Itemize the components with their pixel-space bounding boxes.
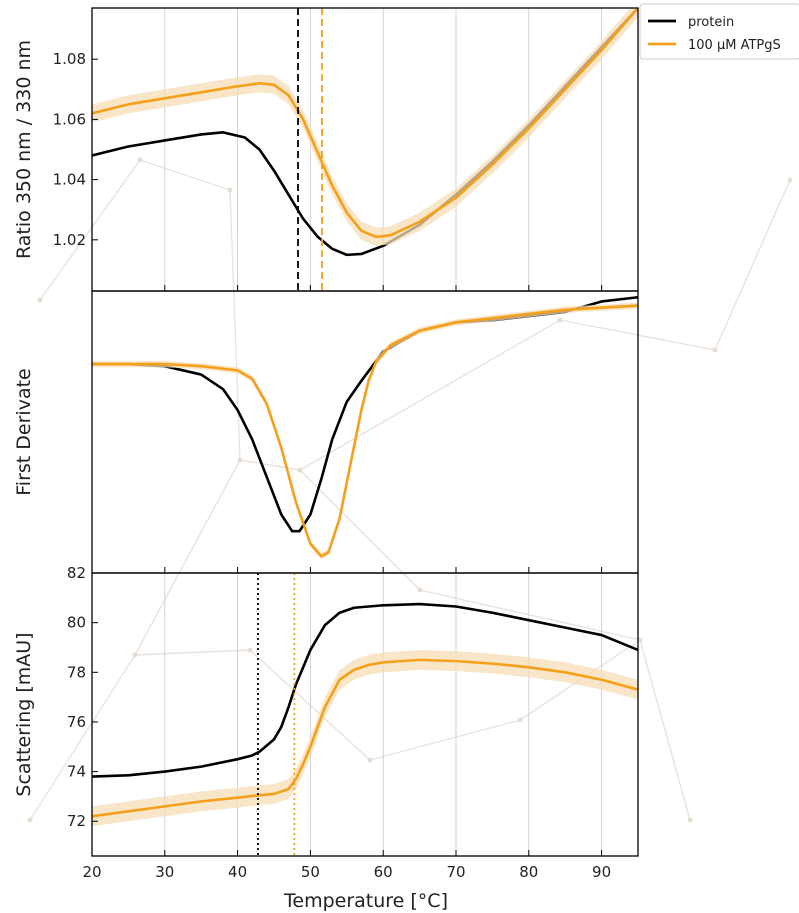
y-tick-label: 82 xyxy=(67,564,86,582)
y-tick-label: 80 xyxy=(67,614,86,632)
y-tick-label: 72 xyxy=(67,812,86,830)
confidence-band-atpgs xyxy=(92,302,638,560)
confidence-band-atpgs xyxy=(92,649,638,827)
legend-label: 100 µM ATPgS xyxy=(688,38,781,53)
y-tick-label: 1.06 xyxy=(53,110,86,128)
confidence-band-atpgs xyxy=(92,8,638,246)
x-tick-label: 30 xyxy=(155,863,174,881)
legend: protein 100 µM ATPgS xyxy=(639,3,799,60)
panel-scattering: 72 74 76 78 80 82 20 30 40 50 60 70 80 90 Scattering [… xyxy=(13,564,639,881)
x-tick-label: 80 xyxy=(519,863,538,881)
x-tick-label: 50 xyxy=(301,863,320,881)
x-axis-label: Temperature [°C] xyxy=(283,890,448,912)
y-tick-label: 1.08 xyxy=(53,50,86,68)
axes-frame xyxy=(91,7,639,292)
series-line-atpgs xyxy=(92,8,638,239)
series-line-protein xyxy=(92,295,638,533)
series-line-protein xyxy=(92,602,638,778)
y-axis-label: Ratio 350 nm / 330 nm xyxy=(13,40,35,259)
series-line-atpgs xyxy=(92,658,638,818)
x-tick-label: 40 xyxy=(228,863,247,881)
x-tick-label: 60 xyxy=(374,863,393,881)
y-tick-label: 1.04 xyxy=(53,171,86,189)
y-tick-label: 78 xyxy=(67,663,86,681)
panel-first-derivative: First Derivate xyxy=(13,290,639,574)
x-tick-label: 20 xyxy=(82,863,101,881)
legend-box xyxy=(639,3,799,60)
x-tick-label: 90 xyxy=(592,863,611,881)
x-tick-label: 70 xyxy=(446,863,465,881)
axes-frame xyxy=(91,572,639,857)
y-tick-label: 76 xyxy=(67,713,86,731)
y-axis-label: First Derivate xyxy=(13,368,35,495)
series-line-atpgs xyxy=(92,304,638,558)
y-tick-label: 74 xyxy=(67,763,86,781)
y-axis-label: Scattering [mAU] xyxy=(13,632,35,796)
y-tick-label: 1.02 xyxy=(53,231,86,249)
axes-frame xyxy=(91,290,639,574)
series-line-protein xyxy=(92,8,638,257)
legend-label: protein xyxy=(688,15,734,30)
panel-ratio: 1.02 1.04 1.06 1.08 Ratio 350 nm / 330 nm xyxy=(13,7,639,292)
